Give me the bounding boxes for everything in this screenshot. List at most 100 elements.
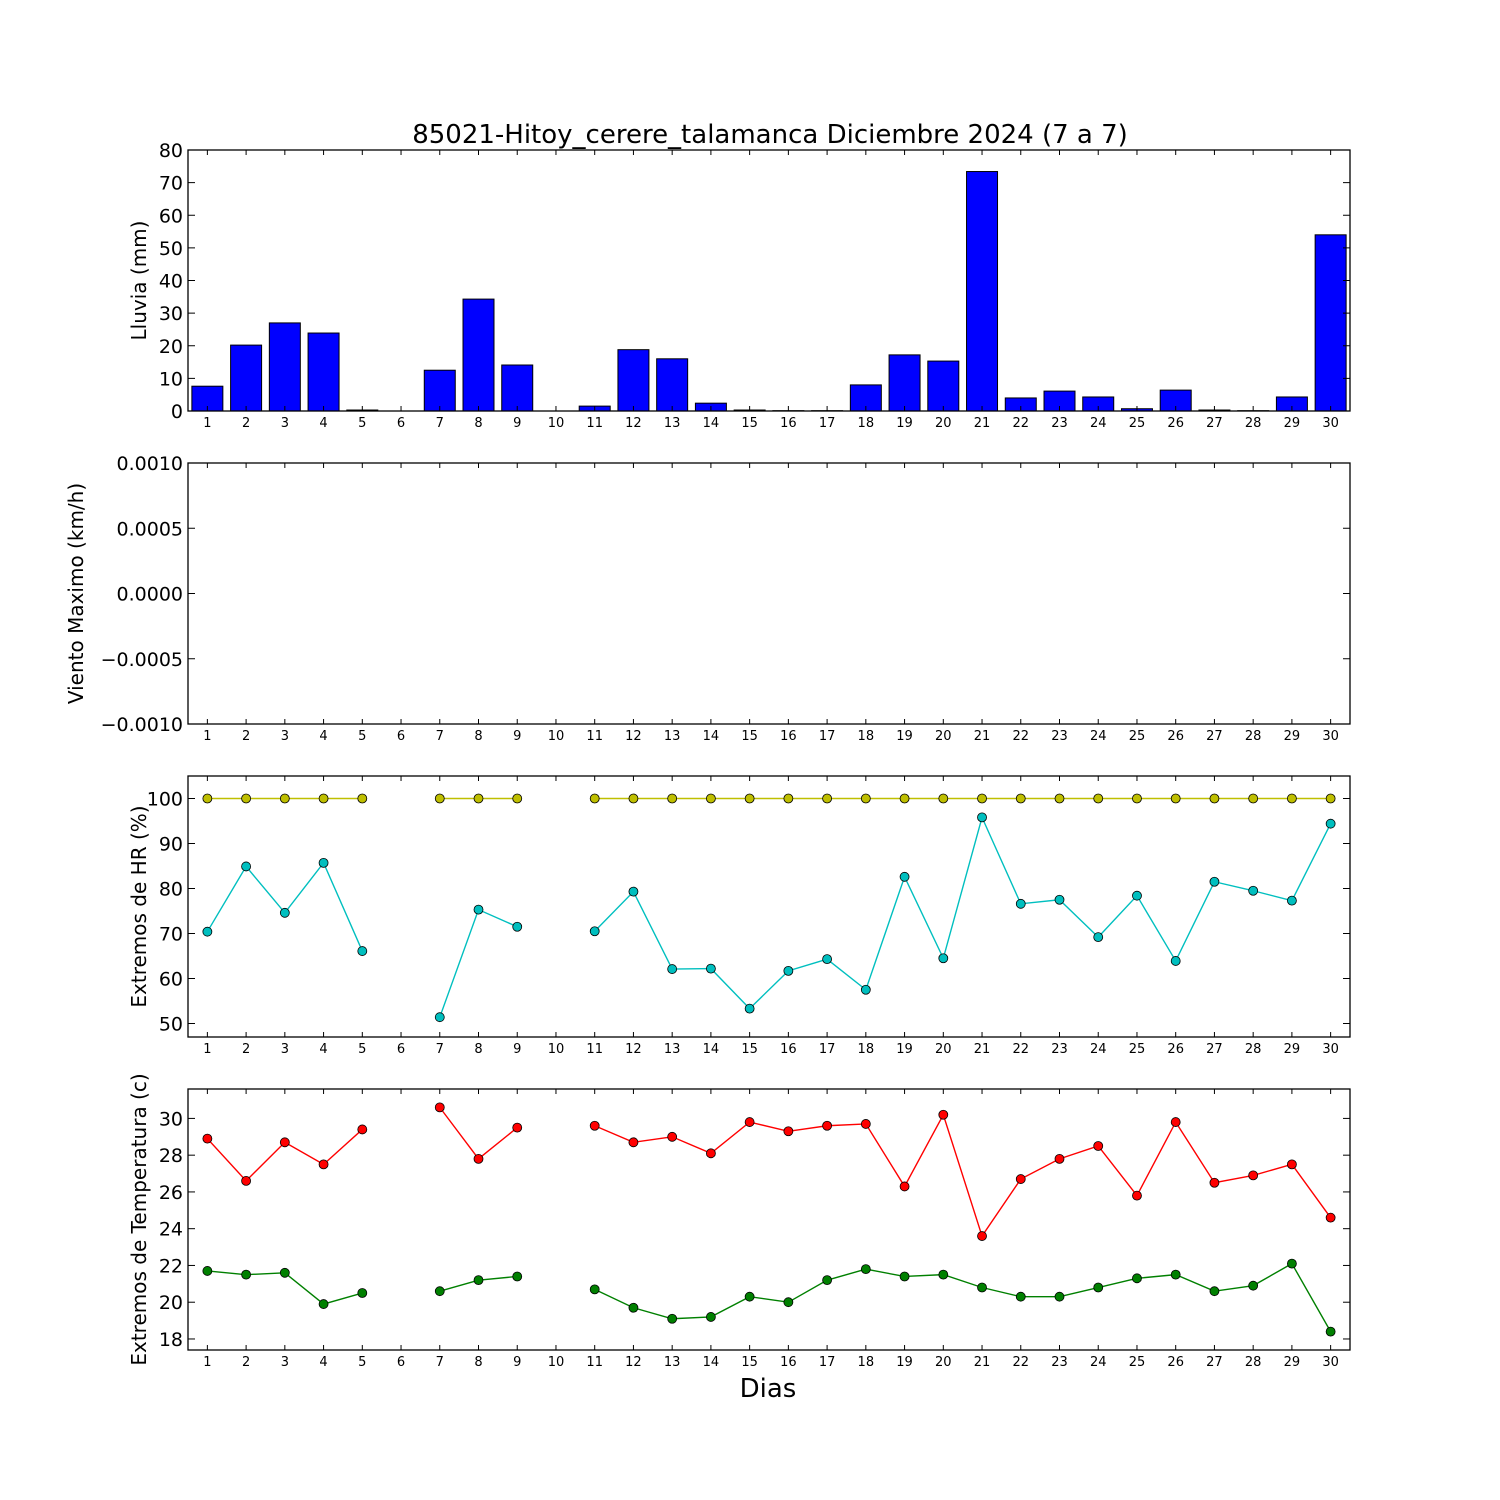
series-line [594,815,1332,1010]
x-tick-label: 7 [436,416,444,431]
y-tick-label: 18 [159,1329,183,1351]
data-point [706,1148,716,1159]
x-tick-label: 1 [203,1355,211,1370]
rain-bar [927,360,960,412]
x-tick-label: 11 [586,729,603,744]
x-tick-label: 30 [1322,1042,1339,1057]
data-point [977,1282,987,1293]
x-tick-label: 9 [513,416,521,431]
data-point [1170,1269,1181,1280]
x-tick-label: 12 [625,416,642,431]
x-tick-label: 19 [896,1355,913,1370]
data-point [938,1109,949,1120]
data-point [1325,818,1336,829]
rain-bar [888,354,921,412]
x-axis-label: Dias [740,1374,797,1404]
x-tick-label: 27 [1206,1355,1223,1370]
rain-bar [423,369,456,412]
x-tick-label: 9 [513,1042,521,1057]
y-tick-label: 22 [159,1255,183,1277]
y-tick-label: 10 [159,368,183,390]
data-point [899,1181,910,1192]
y-tick-label: 0.0000 [117,584,183,606]
x-tick-label: 15 [741,1042,758,1057]
y-axis-label: Extremos de HR (%) [127,805,151,1007]
data-point [1248,885,1259,896]
x-tick-label: 21 [974,416,991,431]
data-point [357,946,368,956]
data-point [1209,793,1220,804]
x-tick-label: 5 [358,416,366,431]
rain-bar [656,358,689,412]
x-tick-label: 23 [1051,416,1068,431]
data-point [860,1264,871,1275]
data-point [783,1297,794,1308]
data-point [279,793,290,804]
x-tick-label: 8 [474,1355,482,1370]
x-tick-label: 17 [819,416,836,431]
x-tick-label: 14 [703,1355,720,1370]
data-point [822,1120,832,1131]
x-tick-label: 18 [858,729,875,744]
data-point [744,1291,755,1302]
x-tick-label: 26 [1167,729,1184,744]
x-tick-label: 20 [935,1355,952,1370]
x-tick-label: 11 [586,416,603,431]
y-tick-label: 100 [147,789,183,811]
data-point [1054,793,1065,804]
data-point [1325,1326,1336,1337]
data-point [706,793,716,804]
data-point [1170,956,1181,966]
rain-bar [501,364,534,412]
x-tick-label: 24 [1090,729,1107,744]
data-point [1325,793,1336,804]
data-point [1015,793,1026,804]
data-point [1093,1141,1104,1151]
data-point [241,1269,252,1280]
data-point [1054,894,1065,905]
x-tick-label: 18 [858,1355,875,1370]
data-point [1015,1291,1026,1302]
x-tick-label: 28 [1245,416,1262,431]
data-point [899,793,910,804]
data-point [783,1126,794,1137]
data-point [1209,876,1220,887]
data-point [1132,1190,1142,1201]
series-line [594,1112,1332,1238]
data-point [589,793,600,804]
data-point [938,793,949,804]
data-point [1248,793,1259,804]
data-point [318,1159,329,1170]
x-tick-label: 28 [1245,729,1262,744]
data-point [1132,1273,1142,1284]
data-point [977,812,987,823]
data-point [1287,793,1297,804]
x-tick-label: 28 [1245,1042,1262,1057]
data-point [822,954,832,965]
figure-title: 85021-Hitoy_cerere_talamanca Diciembre 2… [412,120,1128,150]
x-tick-label: 12 [625,729,642,744]
x-tick-label: 7 [436,729,444,744]
data-point [1170,1117,1181,1127]
x-tick-label: 20 [935,1042,952,1057]
data-point [589,1120,600,1131]
data-point [860,984,871,995]
rain-bar [230,344,263,412]
data-point [1093,932,1104,942]
data-point [667,964,678,974]
data-point [434,793,445,804]
rain-bar [307,332,340,412]
x-tick-label: 1 [203,729,211,744]
x-tick-label: 6 [397,729,405,744]
x-tick-label: 6 [397,1355,405,1370]
x-tick-label: 5 [358,1355,366,1370]
data-point [628,1137,639,1148]
y-tick-label: 26 [159,1182,183,1204]
data-point [241,1176,252,1186]
y-tick-label: 20 [159,1292,183,1314]
data-point [512,793,523,804]
rain-bar [462,298,495,412]
x-tick-label: 9 [513,729,521,744]
x-tick-label: 26 [1167,1042,1184,1057]
x-tick-label: 11 [586,1355,603,1370]
